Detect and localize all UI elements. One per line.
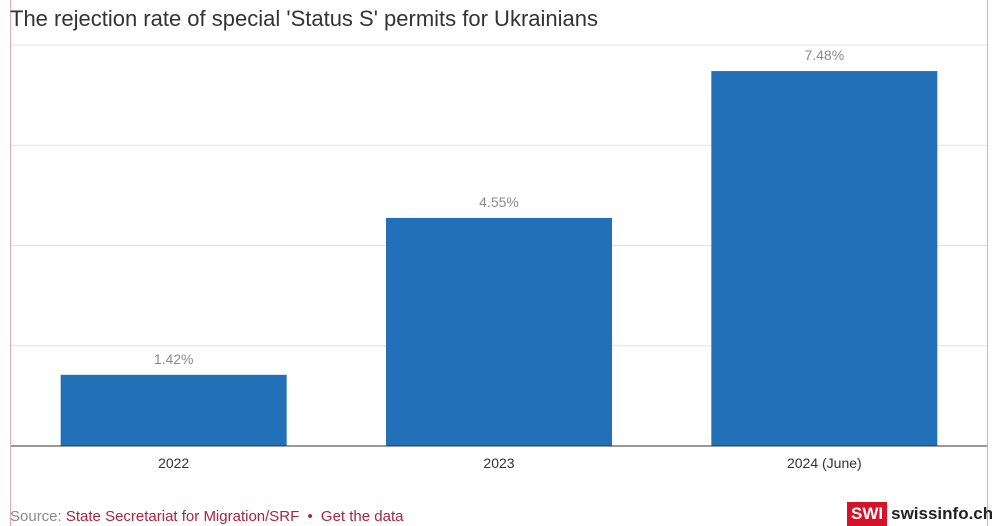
chart-title: The rejection rate of special 'Status S'…	[10, 6, 598, 31]
x-axis: 2022 2023 2024 (June)	[11, 445, 987, 471]
bar[interactable]	[711, 71, 938, 446]
x-tick-label: 2022	[158, 455, 189, 471]
get-the-data-link[interactable]: Get the data	[320, 508, 404, 525]
source-link[interactable]: State Secretariat for Migration/SRF	[65, 508, 300, 525]
x-tick-label: 2024 (June)	[787, 455, 862, 471]
swissinfo-logo[interactable]: SWI swissinfo.ch	[847, 502, 992, 526]
swi-badge: SWI	[847, 502, 888, 526]
bar[interactable]	[60, 374, 287, 446]
value-labels: 1.42% 4.55% 7.48%	[154, 47, 844, 367]
value-label: 1.42%	[154, 351, 194, 367]
bars	[60, 71, 938, 446]
value-label: 7.48%	[804, 47, 844, 63]
chart-frame	[10, 0, 988, 526]
source-prefix: Source:	[10, 508, 62, 525]
source-footer: Source: State Secretariat for Migration/…	[10, 508, 403, 525]
x-tick-label: 2023	[483, 455, 514, 471]
bar[interactable]	[386, 217, 612, 446]
value-label: 4.55%	[479, 194, 519, 210]
separator: •	[307, 508, 313, 525]
swissinfo-wordmark: swissinfo.ch	[891, 504, 992, 523]
